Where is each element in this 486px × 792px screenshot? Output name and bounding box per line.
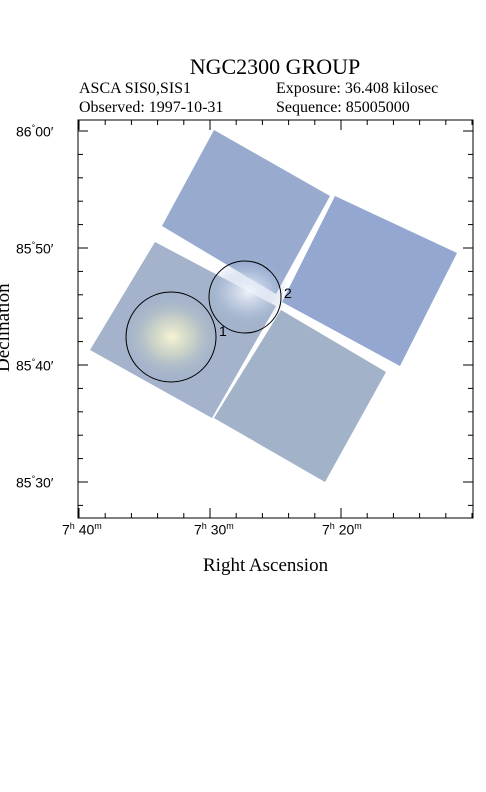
source-2-label: 2: [284, 285, 292, 301]
exposure-label: Exposure: 36.408 kilosec: [276, 80, 439, 97]
plot-frame: [77, 119, 474, 519]
page-title: NGC2300 GROUP: [189, 54, 361, 79]
ccd-image: [90, 130, 457, 482]
instrument-label: ASCA SIS0,SIS1: [79, 80, 192, 97]
ccd-chip-top: [162, 130, 330, 294]
x-tick-label: 7h 30m: [194, 521, 234, 538]
sequence-label: Sequence: 85005000: [276, 99, 410, 116]
y-axis-label: Declination: [0, 283, 14, 372]
source-1-circle[interactable]: [125, 291, 217, 383]
observed-label: Observed: 1997-10-31: [79, 99, 224, 116]
ccd-chip-bottom: [214, 310, 386, 482]
y-tick-label: 86°00′: [16, 123, 54, 140]
x-tick-label: 7h 20m: [322, 521, 362, 538]
source-1-label: 1: [219, 323, 227, 339]
y-tick-label: 85°50′: [16, 240, 54, 257]
y-tick-label: 85°30′: [16, 474, 54, 491]
source-2-circle[interactable]: [208, 260, 282, 334]
x-axis-label: Right Ascension: [203, 555, 329, 576]
axis-ticks: [78, 120, 473, 518]
source-1-emission: [124, 295, 220, 379]
x-tick-label: 7h 40m: [62, 521, 102, 538]
source-2-emission: [206, 258, 290, 326]
y-tick-label: 85°40′: [16, 357, 54, 374]
ccd-chip-right: [282, 196, 457, 366]
